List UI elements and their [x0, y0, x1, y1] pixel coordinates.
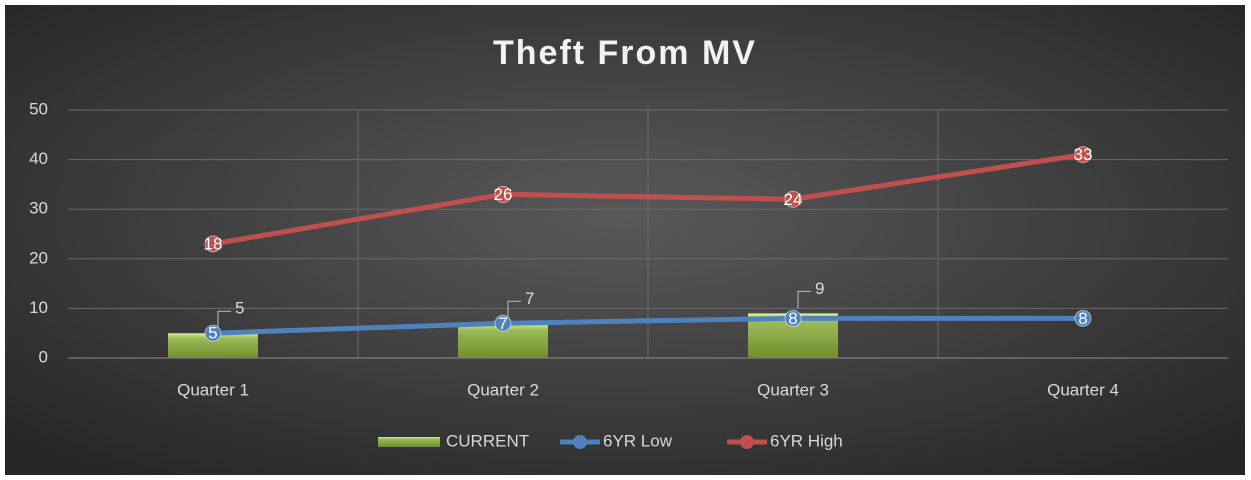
data-label: 33 — [1074, 145, 1093, 164]
data-label: 9 — [815, 279, 824, 298]
marker — [204, 235, 222, 253]
data-label: 24 — [784, 190, 803, 209]
data-label: 7 — [525, 289, 534, 308]
legend-label: 6YR High — [770, 431, 843, 450]
x-tick-label: Quarter 4 — [1047, 380, 1119, 399]
x-tick-label: Quarter 3 — [757, 380, 829, 399]
line — [212, 152, 1084, 247]
y-tick-label: 40 — [29, 149, 48, 168]
legend-label: 6YR Low — [603, 431, 673, 450]
marker — [204, 324, 222, 342]
marker — [494, 314, 512, 332]
leader-line — [507, 300, 521, 319]
leader-line — [797, 290, 811, 309]
data-label: 5 — [208, 324, 217, 343]
marker — [1074, 309, 1092, 327]
y-tick-label: 0 — [39, 347, 48, 366]
line — [212, 315, 1083, 336]
chart-background — [5, 5, 1245, 475]
y-tick-label: 50 — [29, 99, 48, 118]
data-label: 5 — [235, 299, 244, 318]
data-label: 7 — [498, 314, 507, 333]
y-tick-label: 20 — [29, 248, 48, 267]
data-label: 8 — [1078, 309, 1087, 328]
marker — [784, 190, 802, 208]
data-label: 18 — [204, 234, 223, 253]
y-tick-label: 10 — [29, 298, 48, 317]
data-label: 26 — [494, 185, 513, 204]
legend-marker — [573, 435, 587, 449]
chart-title: Theft From MV — [493, 34, 757, 72]
marker — [494, 185, 512, 203]
legend-label: CURRENT — [446, 431, 529, 450]
x-tick-label: Quarter 2 — [467, 380, 539, 399]
y-tick-label: 30 — [29, 199, 48, 218]
marker — [784, 309, 802, 327]
x-tick-label: Quarter 1 — [177, 380, 249, 399]
legend-marker — [740, 435, 754, 449]
leader-line — [217, 310, 231, 329]
marker — [1074, 146, 1092, 164]
data-label: 8 — [788, 309, 797, 328]
legend-swatch — [378, 437, 440, 447]
